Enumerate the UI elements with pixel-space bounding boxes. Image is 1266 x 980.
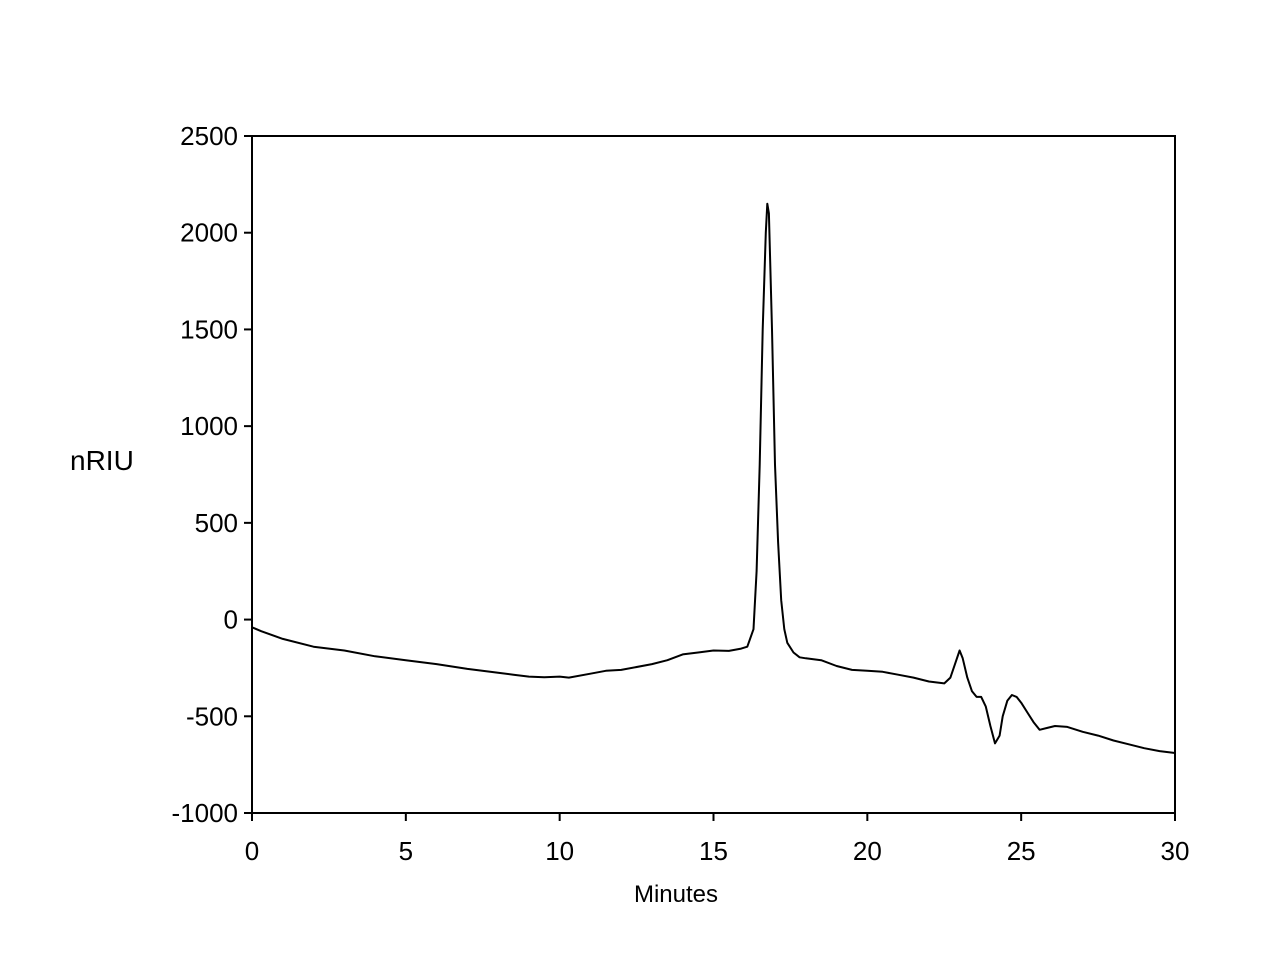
chromatogram-trace bbox=[251, 202, 1176, 754]
y-tick-label: 1000 bbox=[180, 411, 238, 441]
y-axis-ticks: 2500 2000 1500 1000 500 0 -500 -1000 bbox=[172, 121, 252, 828]
y-tick-label: -500 bbox=[186, 701, 238, 731]
x-tick-label: 15 bbox=[699, 836, 728, 866]
y-tick-label: 0 bbox=[224, 605, 238, 635]
y-tick-label: 1500 bbox=[180, 314, 238, 344]
x-tick-label: 0 bbox=[245, 836, 259, 866]
y-axis-title: nRIU bbox=[70, 445, 134, 476]
x-tick-label: 10 bbox=[545, 836, 574, 866]
y-tick-label: 500 bbox=[195, 508, 238, 538]
x-axis-title: Minutes bbox=[634, 881, 718, 908]
x-tick-label: 25 bbox=[1007, 836, 1036, 866]
y-tick-label: 2000 bbox=[180, 218, 238, 248]
x-axis-ticks: 0 5 10 15 20 25 30 bbox=[245, 813, 1190, 866]
y-tick-label: -1000 bbox=[172, 798, 239, 828]
x-tick-label: 5 bbox=[399, 836, 413, 866]
plot-frame bbox=[251, 135, 1176, 814]
x-tick-label: 20 bbox=[853, 836, 882, 866]
x-tick-label: 30 bbox=[1161, 836, 1190, 866]
y-tick-label: 2500 bbox=[180, 121, 238, 151]
